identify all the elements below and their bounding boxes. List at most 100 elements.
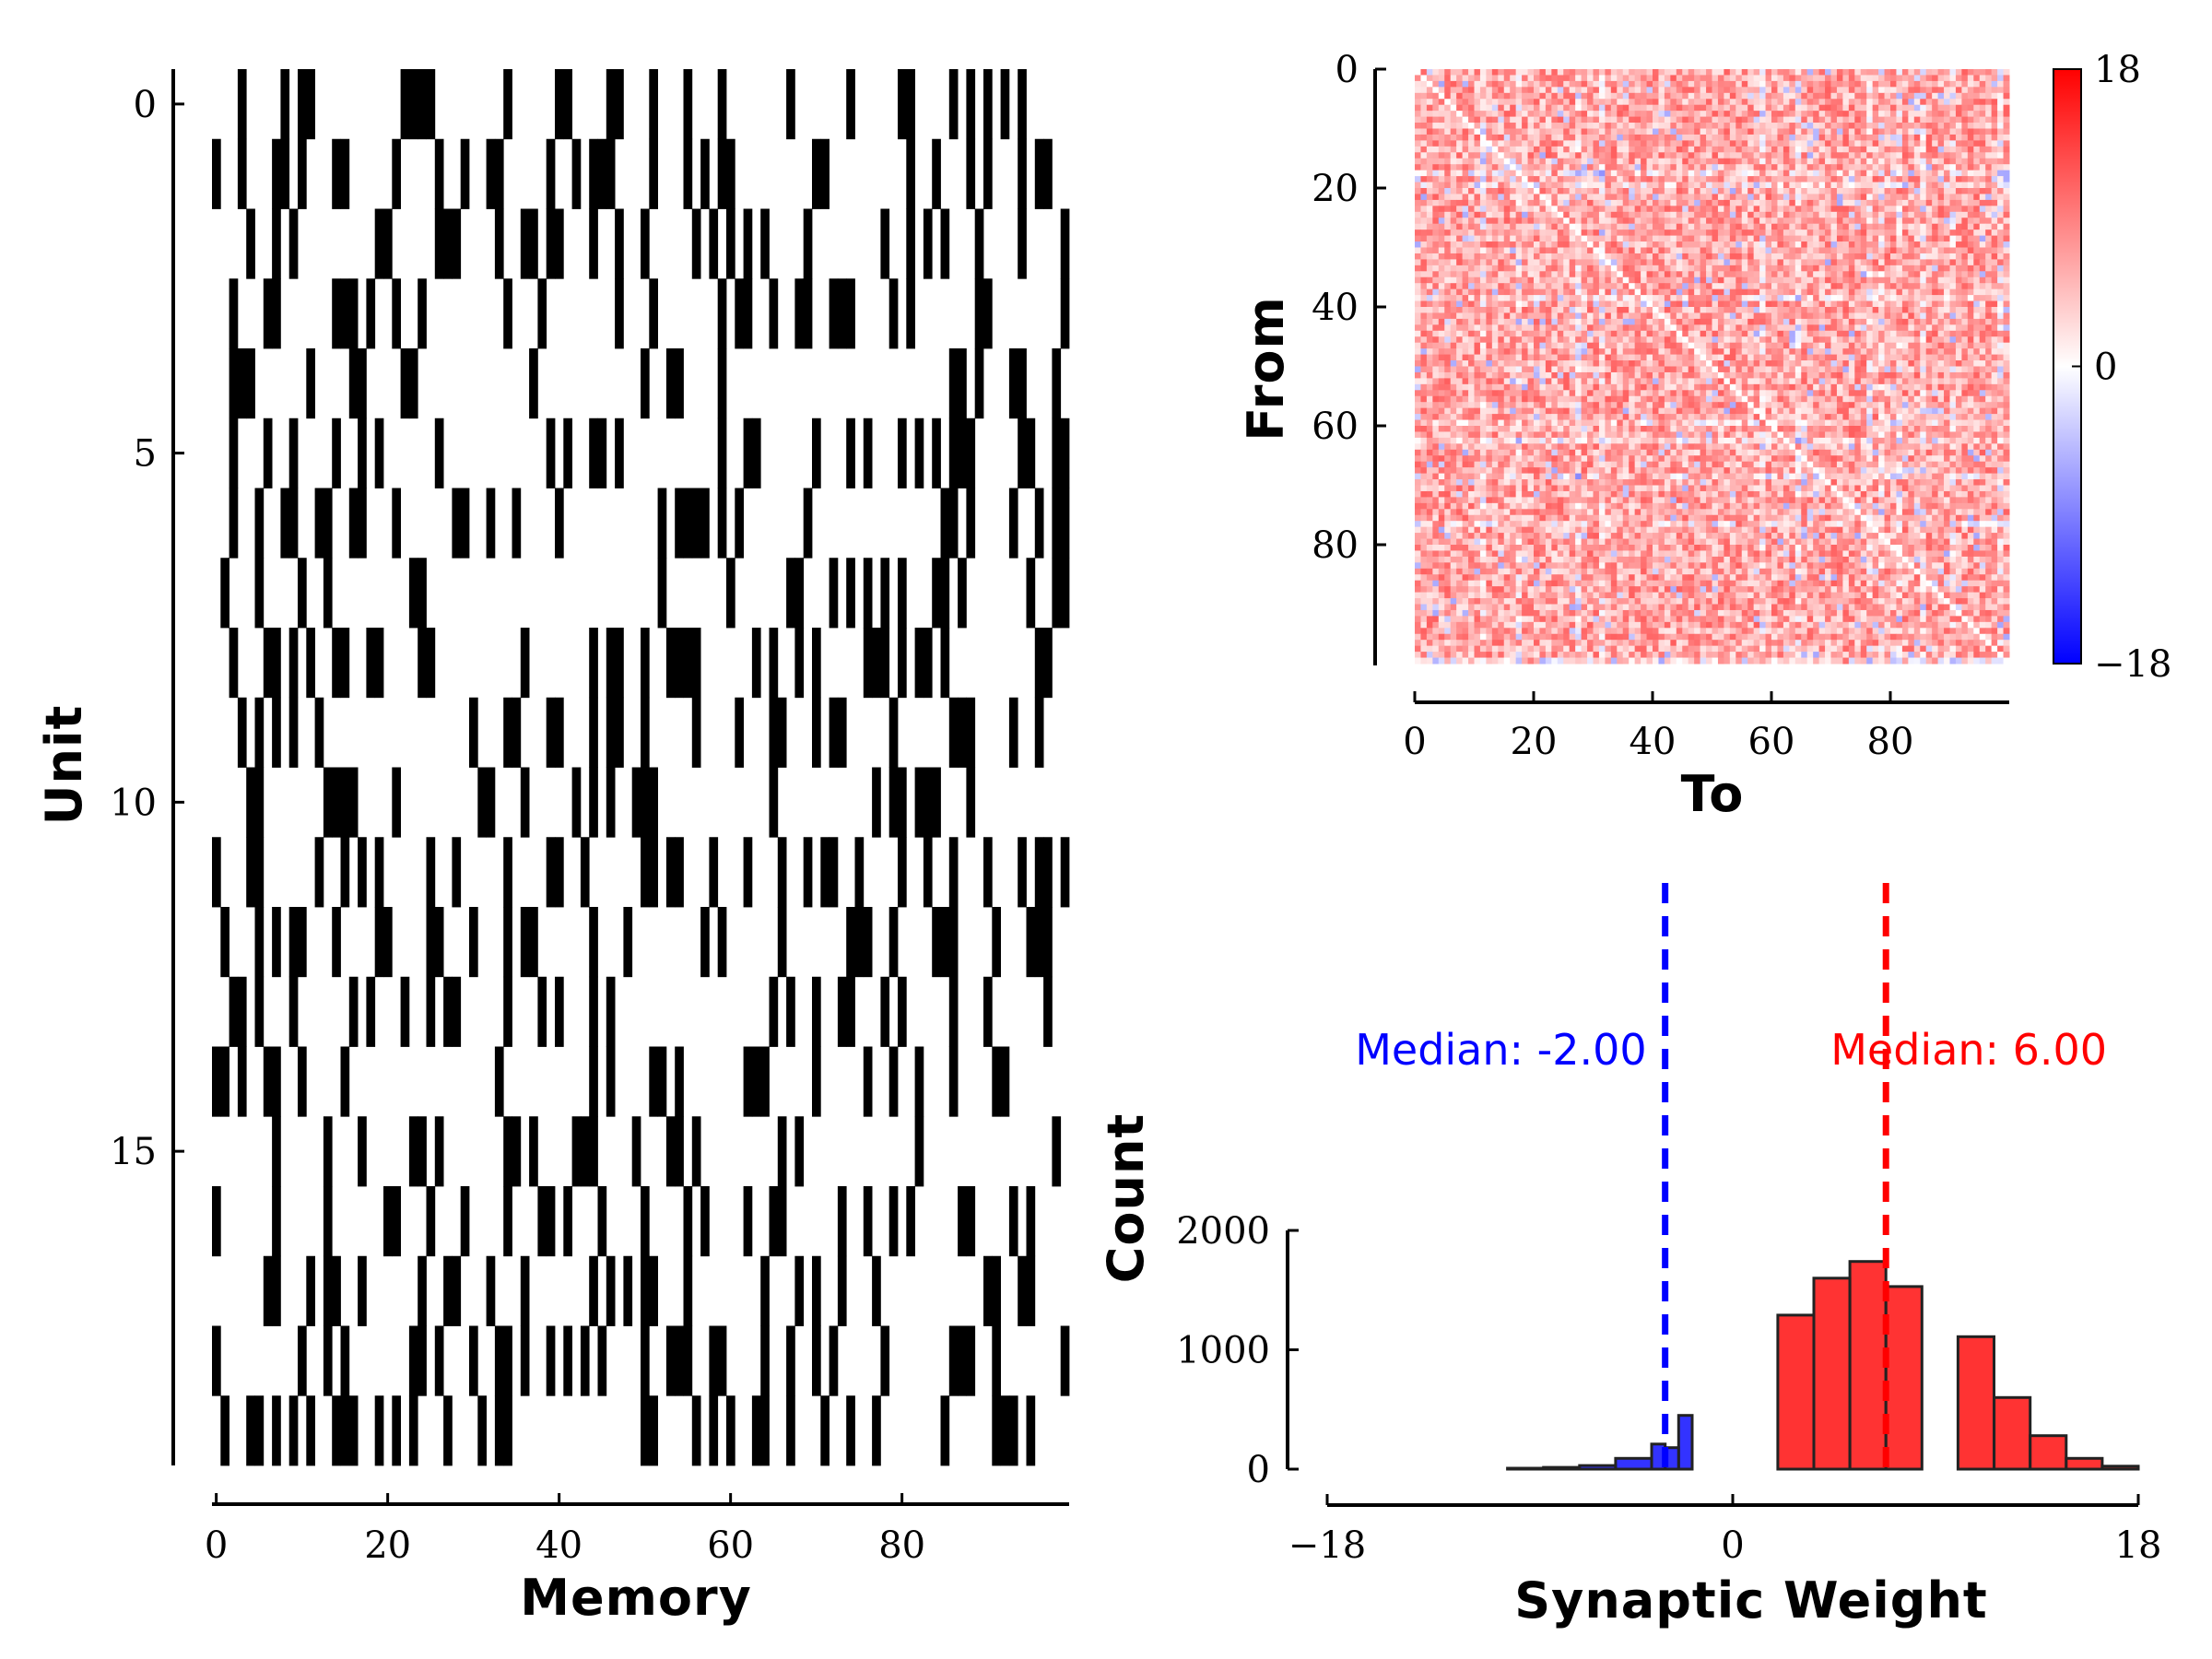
raster-cell [348,767,359,838]
weight-cell [1872,134,1879,141]
raster-cell [340,1325,350,1396]
weight-cell [1450,283,1457,290]
weight-cell [1866,259,1874,266]
weight-cell [1486,164,1493,171]
weight-cell [1860,111,1867,118]
weight-cell [1884,128,1891,135]
weight-cell [1825,300,1831,308]
weight-cell [1753,318,1760,325]
weight-cell [1830,123,1838,129]
weight-cell [1872,188,1879,194]
raster-cell [263,278,273,349]
weight-cell [1634,69,1641,76]
weight-cell [1432,307,1440,313]
weight-cell [1973,123,1981,129]
weight-cell [1450,128,1457,135]
weight-cell [1522,140,1529,147]
weight-cell [1545,176,1552,183]
raster-cell [272,628,281,699]
weight-cell [1503,295,1511,302]
weight-cell [1479,164,1487,171]
weight-cell [1860,271,1867,278]
raster-cell [615,208,624,279]
weight-cell [1587,80,1594,88]
raster-cell [426,837,436,908]
raster-cell [571,1116,582,1187]
weight-cell [1706,123,1712,129]
weight-cell [1694,307,1701,313]
weight-cell [1985,69,1993,76]
weight-cell [1866,69,1874,76]
weight-cell [1426,276,1433,284]
weight-cell [1724,152,1731,159]
weight-cell [1806,288,1814,296]
weight-cell [1825,229,1831,237]
weight-cell [1557,123,1564,129]
weight-cell [1830,87,1838,94]
weight-cell [1973,253,1981,260]
weight-cell [1610,188,1618,194]
weight-cell [1551,295,1559,302]
weight-cell [1610,295,1618,302]
weight-cell [1896,194,1903,201]
weight-cell [1753,247,1760,254]
weight-cell [1664,312,1671,320]
weight-cell [1878,253,1886,260]
weight-cell [1890,111,1897,118]
weight-cell [1825,206,1831,213]
weight-cell [1545,188,1552,194]
weight-cell [1569,330,1576,337]
weight-cell [1836,146,1843,153]
weight-cell [1890,69,1897,76]
raster-cell [803,278,813,349]
weight-cell [1468,182,1475,189]
weight-cell [1438,140,1445,147]
weight-cell [1420,211,1428,218]
weight-cell [1913,69,1921,76]
raster-cell [769,628,779,699]
weight-cell [1890,307,1897,313]
weight-cell [1569,134,1576,141]
weight-cell [1932,116,1939,124]
weight-cell [1735,158,1743,165]
weight-cell [1456,247,1464,254]
weight-cell [1830,265,1838,272]
raster-cell [494,208,504,279]
weight-cell [1955,99,1962,106]
weight-cell [1444,146,1452,153]
weight-cell [1949,300,1957,308]
weight-cell [1712,123,1719,129]
weight-cell [1878,176,1886,183]
weight-cell [1706,75,1712,82]
weight-cell [1801,211,1808,218]
weight-cell [1825,194,1831,201]
weight-cell [1598,241,1606,248]
weight-cell [1438,116,1445,124]
weight-cell [1836,140,1843,147]
weight-cell [1789,318,1796,325]
weight-cell [1610,199,1618,206]
raster-cell [743,278,753,349]
raster-cell [306,1395,315,1466]
weight-cell [1551,318,1559,325]
weight-cell [1670,324,1677,332]
raster-cell [641,1255,650,1326]
weight-cell [1474,69,1481,76]
weight-cell [1985,75,1993,82]
weight-cell [1569,312,1576,320]
weight-cell [1629,152,1636,159]
weight-cell [1670,199,1677,206]
weight-cell [1747,307,1755,313]
weight-cell [1450,92,1457,100]
raster-cell [1060,837,1070,908]
weight-cell [1884,223,1891,230]
weight-cell [1653,223,1659,230]
weight-cell [1610,206,1618,213]
weight-cell [1890,300,1897,308]
weight-cell [1676,111,1683,118]
weight-cell [1961,253,1969,260]
weight-cell [1854,80,1862,88]
weight-cell [1777,158,1784,165]
weight-cell [1825,318,1831,325]
weight-cell [1527,276,1535,284]
